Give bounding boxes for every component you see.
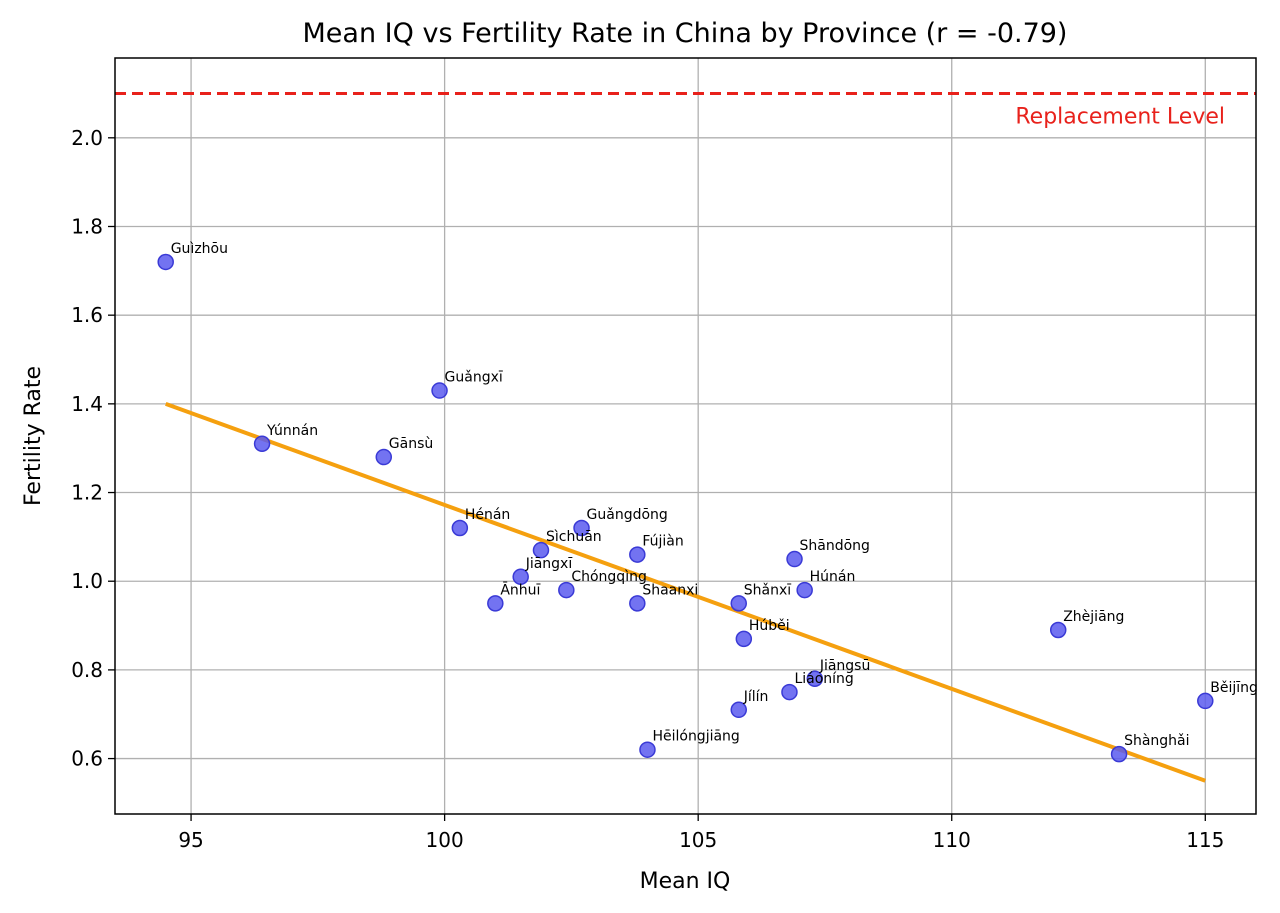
data-point bbox=[451, 519, 469, 537]
data-point bbox=[796, 581, 813, 599]
y-tick-label: 1.6 bbox=[71, 303, 103, 327]
replacement-level-label: Replacement Level bbox=[1015, 104, 1225, 129]
point-label: Shǎnxī bbox=[744, 582, 791, 598]
point-label: Guìzhōu bbox=[171, 241, 228, 257]
data-point bbox=[512, 568, 529, 586]
y-tick-label: 1.0 bbox=[71, 569, 103, 593]
y-tick-label: 0.6 bbox=[71, 747, 103, 771]
data-point bbox=[629, 595, 646, 612]
point-label: Shànghǎi bbox=[1124, 733, 1189, 749]
point-label: Sìchuān bbox=[546, 529, 602, 545]
point-label: Guǎngxī bbox=[445, 370, 503, 386]
point-label: Húběi bbox=[749, 618, 790, 634]
point-label: Guǎngdōng bbox=[587, 507, 668, 523]
y-tick-label: 1.4 bbox=[71, 392, 103, 416]
data-point bbox=[1197, 692, 1214, 710]
data-point bbox=[431, 382, 448, 399]
point-label: Ānhuī bbox=[500, 581, 540, 598]
data-point bbox=[1110, 745, 1128, 763]
data-point bbox=[629, 546, 646, 563]
trend-line-group bbox=[165, 401, 1206, 783]
point-label: Jiāngxī bbox=[525, 556, 573, 572]
x-axis-ticks: 95 100 105 110 115 bbox=[178, 814, 1224, 852]
data-points bbox=[157, 253, 1214, 763]
point-label: Yúnnán bbox=[266, 423, 318, 439]
x-tick-label: 105 bbox=[679, 828, 717, 852]
y-axis-ticks: 0.6 0.8 1.0 1.2 1.4 1.6 1.8 2.0 bbox=[71, 126, 115, 771]
data-point bbox=[487, 595, 504, 612]
data-point bbox=[157, 253, 174, 271]
replacement-level-group: Replacement Level bbox=[115, 91, 1256, 129]
point-labels: Guìzhōu Yúnnán Gānsù Guǎngxī Hénán Ānhuī Jiāng… bbox=[171, 241, 1258, 749]
data-point bbox=[730, 595, 747, 612]
data-point bbox=[806, 670, 824, 688]
x-tick-label: 110 bbox=[933, 828, 971, 852]
data-point bbox=[253, 435, 271, 453]
chart-title: Mean IQ vs Fertility Rate in China by Pr… bbox=[303, 18, 1068, 49]
point-label: Hēilóngjiāng bbox=[652, 729, 739, 745]
y-tick-label: 0.8 bbox=[71, 658, 103, 682]
y-axis-label: Fertility Rate bbox=[21, 366, 46, 506]
x-tick-label: 100 bbox=[426, 828, 464, 852]
x-axis-label: Mean IQ bbox=[640, 869, 731, 894]
point-label: Húnán bbox=[810, 569, 856, 585]
point-label: Zhèjiāng bbox=[1063, 609, 1124, 625]
y-tick-label: 1.2 bbox=[71, 481, 103, 505]
data-point bbox=[735, 630, 753, 648]
point-label: Hénán bbox=[465, 507, 510, 523]
x-tick-label: 95 bbox=[178, 828, 203, 852]
trend-line bbox=[165, 401, 1206, 783]
data-point bbox=[730, 701, 747, 719]
point-label: Shāndōng bbox=[800, 538, 870, 554]
data-point bbox=[786, 550, 803, 568]
point-label: Shaanxi bbox=[642, 582, 698, 598]
point-label: Jiāngsū bbox=[819, 658, 871, 674]
grid-lines bbox=[115, 58, 1256, 814]
data-point bbox=[532, 541, 550, 559]
x-tick-label: 115 bbox=[1186, 828, 1224, 852]
point-label: Jílín bbox=[743, 689, 769, 705]
point-label: Běijīng bbox=[1210, 680, 1258, 696]
data-point bbox=[375, 448, 393, 466]
point-label: Fújiàn bbox=[642, 534, 683, 550]
data-point bbox=[639, 741, 656, 758]
point-label: Chóngqìng bbox=[571, 569, 647, 585]
y-tick-label: 1.8 bbox=[71, 214, 103, 238]
data-point bbox=[558, 581, 575, 599]
point-label: Liáoníng bbox=[794, 671, 853, 687]
data-point bbox=[573, 519, 590, 537]
data-point bbox=[781, 683, 798, 701]
data-point bbox=[1049, 621, 1067, 639]
y-tick-label: 2.0 bbox=[71, 126, 103, 150]
plot-frame bbox=[114, 57, 1257, 815]
point-label: Gānsù bbox=[389, 436, 433, 452]
